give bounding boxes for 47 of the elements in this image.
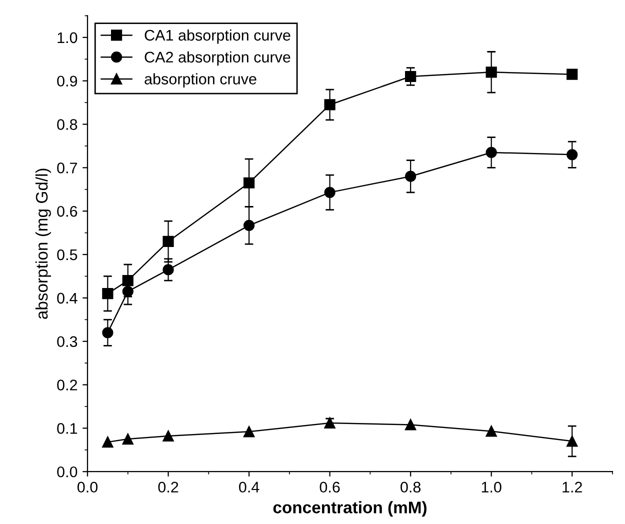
x-tick-label: 0.6 (320, 482, 340, 493)
y-tick-label: 0.8 (57, 119, 78, 130)
point (243, 177, 255, 188)
point (486, 66, 497, 78)
point (243, 220, 255, 231)
point (566, 149, 578, 160)
point (566, 68, 578, 80)
y-tick-label: 0.4 (57, 292, 78, 304)
y-tick-label: 0.9 (57, 76, 78, 87)
y-tick-label: 0.5 (57, 249, 78, 260)
x-axis-title: concentration (mM) (273, 501, 426, 517)
y-tick-label: 1.0 (58, 32, 78, 44)
point (162, 264, 174, 276)
y-tick-label: 0.1 (57, 423, 78, 434)
point (122, 433, 134, 445)
y-tick-label: 0.3 (57, 336, 78, 348)
point (102, 288, 114, 300)
point (122, 275, 134, 286)
point (405, 70, 416, 82)
y-tick-label: 0.2 (57, 380, 78, 390)
x-tick-label: 0.0 (77, 482, 98, 493)
point (486, 146, 497, 158)
point (162, 430, 174, 442)
x-tick-label: 0.8 (400, 482, 421, 493)
point (324, 186, 336, 198)
point (102, 436, 114, 448)
legend-label: absorption cruve (144, 73, 256, 88)
legend-label: CA2 absorption curve (144, 51, 290, 66)
y-tick-label: 0.7 (57, 162, 78, 174)
point (243, 426, 255, 438)
point (324, 417, 336, 429)
point (405, 419, 416, 430)
point (566, 436, 578, 447)
y-tick-label: 0.6 (57, 206, 78, 217)
legend-label: CA1 absorption curve (144, 29, 290, 44)
point (122, 286, 134, 297)
x-tick-label: 0.4 (239, 482, 260, 493)
point (405, 170, 416, 182)
y-axis-title: absorption (mg Gd/l) (35, 168, 51, 319)
point (102, 327, 114, 338)
y-tick-label: 0.0 (57, 466, 78, 478)
point (486, 426, 497, 437)
point (162, 236, 174, 248)
point (324, 99, 336, 110)
x-tick-label: 0.2 (158, 482, 178, 493)
x-tick-label: 1.2 (562, 482, 582, 492)
x-tick-label: 1.0 (482, 482, 502, 493)
